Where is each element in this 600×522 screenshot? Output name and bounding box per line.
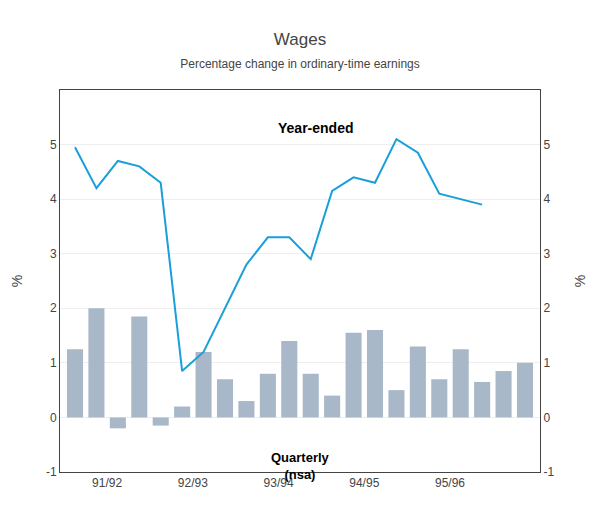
svg-text:95/96: 95/96 bbox=[435, 476, 465, 490]
svg-text:1: 1 bbox=[543, 356, 550, 370]
svg-text:91/92: 91/92 bbox=[92, 476, 122, 490]
svg-text:5: 5 bbox=[50, 138, 57, 152]
svg-text:Quarterly(nsa): Quarterly(nsa) bbox=[271, 450, 330, 482]
svg-text:-1: -1 bbox=[543, 465, 554, 479]
svg-text:2: 2 bbox=[543, 301, 550, 315]
svg-text:1: 1 bbox=[50, 356, 57, 370]
svg-text:2: 2 bbox=[50, 301, 57, 315]
svg-text:Percentage change in ordinary-: Percentage change in ordinary-time earni… bbox=[180, 57, 419, 71]
svg-text:3: 3 bbox=[543, 247, 550, 261]
svg-text:4: 4 bbox=[543, 192, 550, 206]
svg-text:0: 0 bbox=[543, 411, 550, 425]
svg-text:94/95: 94/95 bbox=[349, 476, 379, 490]
svg-text:93/94: 93/94 bbox=[264, 476, 294, 490]
svg-text:-1: -1 bbox=[46, 465, 57, 479]
svg-text:%: % bbox=[572, 275, 588, 287]
svg-text:3: 3 bbox=[50, 247, 57, 261]
svg-text:4: 4 bbox=[50, 192, 57, 206]
svg-text:Year-ended: Year-ended bbox=[278, 120, 353, 136]
svg-text:Wages: Wages bbox=[274, 30, 326, 49]
svg-text:92/93: 92/93 bbox=[178, 476, 208, 490]
svg-text:0: 0 bbox=[50, 411, 57, 425]
svg-text:%: % bbox=[9, 275, 25, 287]
svg-text:5: 5 bbox=[543, 138, 550, 152]
